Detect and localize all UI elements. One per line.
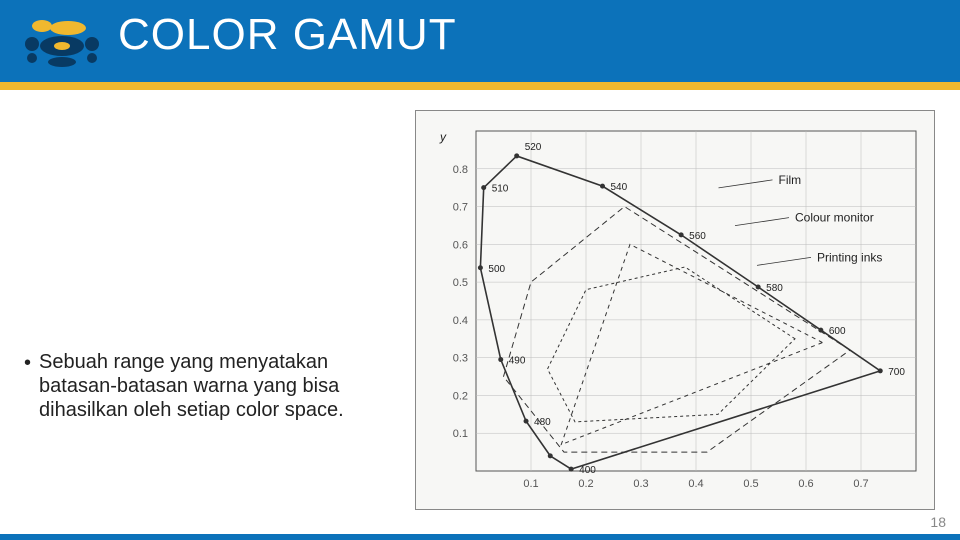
- svg-text:560: 560: [689, 231, 706, 242]
- svg-text:Printing inks: Printing inks: [817, 250, 882, 264]
- logo-icon: [18, 14, 104, 70]
- svg-text:0.4: 0.4: [453, 315, 468, 327]
- svg-text:0.2: 0.2: [453, 390, 468, 402]
- svg-text:0.3: 0.3: [453, 353, 468, 365]
- svg-text:580: 580: [766, 283, 783, 294]
- svg-text:0.3: 0.3: [633, 478, 648, 490]
- page-number: 18: [930, 514, 946, 530]
- svg-text:0.5: 0.5: [453, 277, 468, 289]
- svg-text:0.5: 0.5: [743, 478, 758, 490]
- svg-text:700: 700: [888, 367, 905, 378]
- svg-text:500: 500: [488, 264, 505, 275]
- svg-text:490: 490: [509, 356, 526, 367]
- svg-text:0.2: 0.2: [578, 478, 593, 490]
- svg-text:Film: Film: [779, 173, 802, 187]
- svg-text:0.4: 0.4: [688, 478, 703, 490]
- slide: COLOR GAMUT • Sebuah range yang menyatak…: [0, 0, 960, 540]
- svg-text:0.8: 0.8: [453, 164, 468, 176]
- svg-text:400: 400: [579, 465, 596, 476]
- svg-text:510: 510: [492, 184, 509, 195]
- svg-text:540: 540: [611, 182, 628, 193]
- svg-text:0.7: 0.7: [453, 202, 468, 214]
- svg-text:Colour monitor: Colour monitor: [795, 211, 874, 225]
- svg-text:0.1: 0.1: [453, 428, 468, 440]
- svg-text:0.7: 0.7: [853, 478, 868, 490]
- svg-text:520: 520: [525, 142, 542, 153]
- svg-text:y: y: [439, 130, 447, 144]
- svg-text:0.1: 0.1: [523, 478, 538, 490]
- svg-text:480: 480: [534, 417, 551, 428]
- svg-text:0.6: 0.6: [798, 478, 813, 490]
- chromaticity-diagram: 0.1 0.2 0.3 0.4 0.5 0.6 0.7 0.1 0.2 0.3 0.4 0.5 0.6 0…: [415, 110, 935, 510]
- accent-bar: [0, 82, 960, 90]
- svg-text:0.6: 0.6: [453, 239, 468, 251]
- footer-bar: [0, 534, 960, 540]
- bullet-marker: •: [24, 350, 31, 422]
- bullet-text: Sebuah range yang menyatakan batasan-bat…: [39, 350, 394, 422]
- svg-text:600: 600: [829, 326, 846, 337]
- bullet-item: • Sebuah range yang menyatakan batasan-b…: [24, 350, 394, 422]
- slide-title: COLOR GAMUT: [118, 10, 457, 60]
